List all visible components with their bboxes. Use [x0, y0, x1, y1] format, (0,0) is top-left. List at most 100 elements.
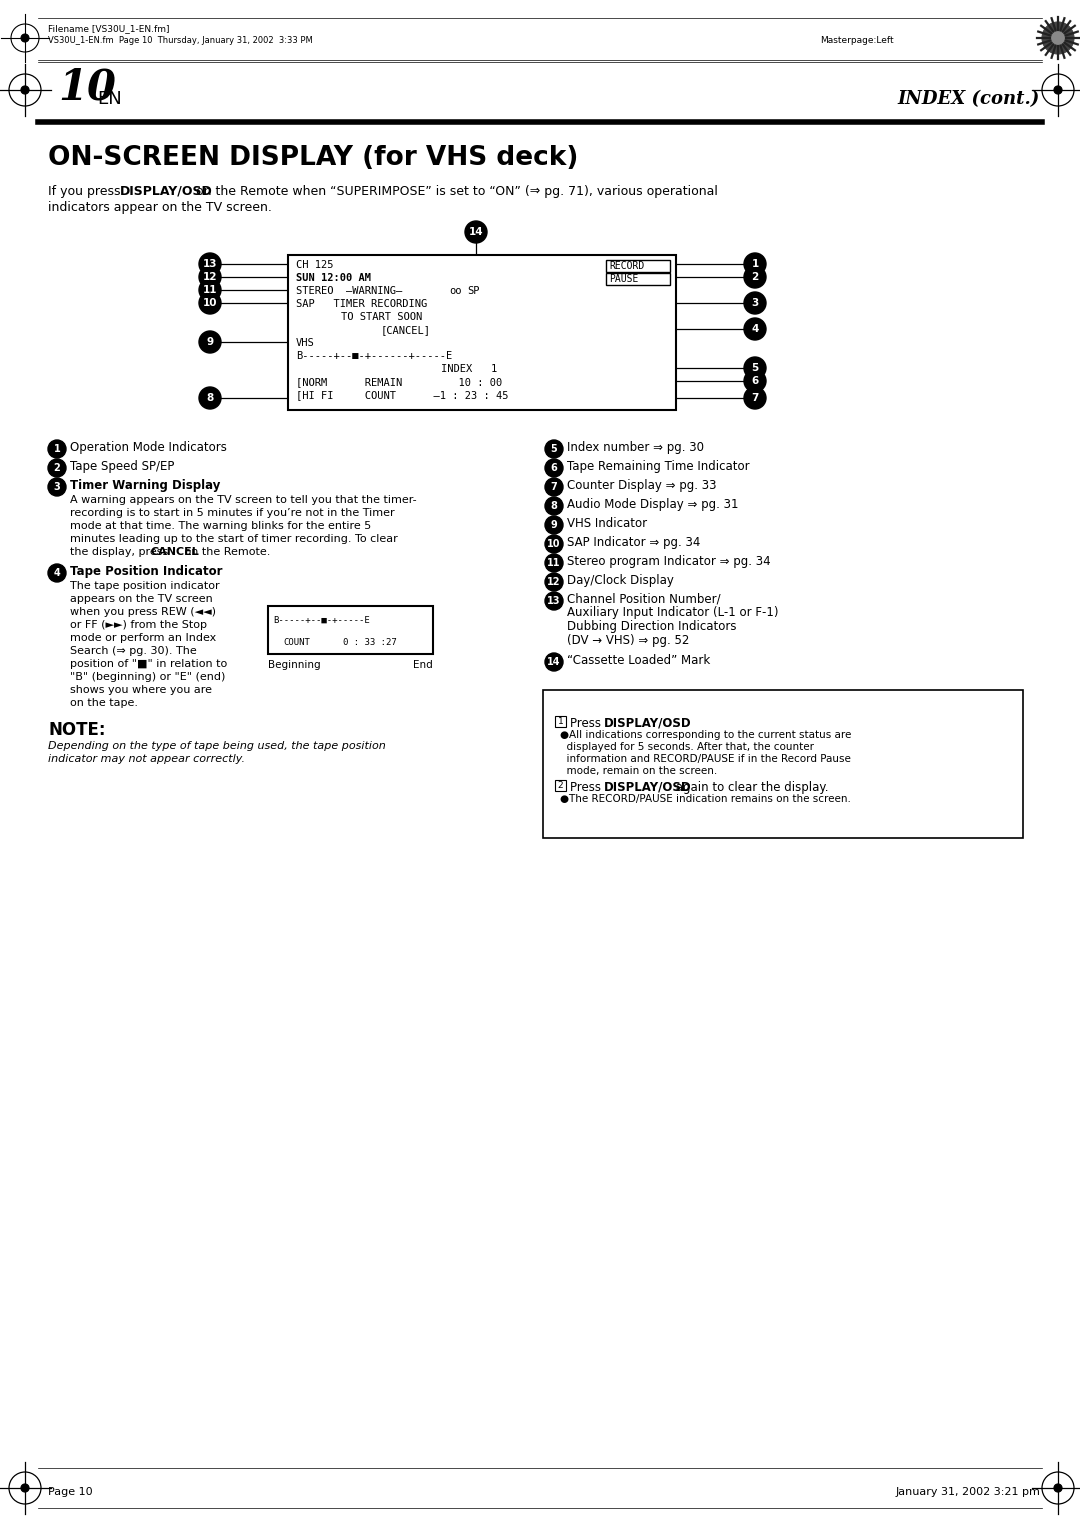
- Circle shape: [1054, 86, 1062, 95]
- Text: Timer Warning Display: Timer Warning Display: [70, 478, 220, 492]
- Bar: [543, 691, 1023, 837]
- Text: To recall an indication: To recall an indication: [555, 700, 701, 714]
- Bar: [555, 717, 566, 727]
- Text: COUNT: COUNT: [283, 639, 310, 646]
- Circle shape: [21, 86, 29, 95]
- Circle shape: [48, 478, 66, 497]
- Text: [NORM      REMAIN         10 : 00: [NORM REMAIN 10 : 00: [296, 377, 502, 387]
- Text: B-----+--■-+-----E: B-----+--■-+-----E: [273, 616, 369, 625]
- Text: shows you where you are: shows you where you are: [70, 685, 212, 695]
- Text: ●All indications corresponding to the current status are: ●All indications corresponding to the cu…: [561, 730, 851, 740]
- Text: position of "■" in relation to: position of "■" in relation to: [70, 659, 227, 669]
- Text: [HI FI     COUNT      –1 : 23 : 45: [HI FI COUNT –1 : 23 : 45: [296, 390, 509, 400]
- Text: information and RECORD/PAUSE if in the Record Pause: information and RECORD/PAUSE if in the R…: [561, 753, 851, 764]
- Text: 7: 7: [752, 393, 758, 403]
- Text: 2: 2: [752, 272, 758, 283]
- Text: ●The RECORD/PAUSE indication remains on the screen.: ●The RECORD/PAUSE indication remains on …: [561, 795, 851, 804]
- Text: DISPLAY/OSD: DISPLAY/OSD: [604, 781, 691, 795]
- Text: 2: 2: [54, 463, 60, 474]
- Circle shape: [744, 254, 766, 275]
- Text: the display, press: the display, press: [70, 547, 172, 558]
- Text: CANCEL: CANCEL: [151, 547, 200, 558]
- Circle shape: [545, 478, 563, 497]
- Text: appears on the TV screen: appears on the TV screen: [70, 594, 213, 604]
- Text: DISPLAY/OSD: DISPLAY/OSD: [120, 185, 213, 199]
- Text: Tape Remaining Time Indicator: Tape Remaining Time Indicator: [567, 460, 750, 474]
- Text: VHS: VHS: [296, 338, 314, 348]
- Text: Filename [VS30U_1-EN.fm]: Filename [VS30U_1-EN.fm]: [48, 24, 170, 34]
- Circle shape: [744, 318, 766, 341]
- Text: 1: 1: [752, 260, 758, 269]
- Text: B-----+--■-+------+-----E: B-----+--■-+------+-----E: [296, 351, 453, 361]
- Text: 9: 9: [551, 520, 557, 530]
- Circle shape: [199, 292, 221, 313]
- Text: STEREO  –WARNING–: STEREO –WARNING–: [296, 286, 415, 296]
- Text: 10: 10: [548, 539, 561, 549]
- Text: VHS Indicator: VHS Indicator: [567, 516, 647, 530]
- Text: VS30U_1-EN.fm  Page 10  Thursday, January 31, 2002  3:33 PM: VS30U_1-EN.fm Page 10 Thursday, January …: [48, 37, 313, 44]
- Text: 5: 5: [551, 445, 557, 454]
- Bar: [606, 260, 670, 272]
- Circle shape: [465, 222, 487, 243]
- Circle shape: [1042, 21, 1074, 53]
- Text: Channel Position Number/: Channel Position Number/: [567, 593, 720, 607]
- Text: recording is to start in 5 minutes if you’re not in the Timer: recording is to start in 5 minutes if yo…: [70, 507, 394, 518]
- Text: CH 125: CH 125: [296, 260, 334, 270]
- Text: Search (⇒ pg. 30). The: Search (⇒ pg. 30). The: [70, 646, 197, 656]
- Text: Stereo program Indicator ⇒ pg. 34: Stereo program Indicator ⇒ pg. 34: [567, 555, 771, 568]
- Circle shape: [1051, 31, 1065, 46]
- Text: 11: 11: [203, 286, 217, 295]
- Text: mode at that time. The warning blinks for the entire 5: mode at that time. The warning blinks fo…: [70, 521, 372, 532]
- Circle shape: [744, 370, 766, 393]
- Text: 11: 11: [548, 558, 561, 568]
- Circle shape: [545, 516, 563, 533]
- Text: Day/Clock Display: Day/Clock Display: [567, 575, 674, 587]
- Text: 3: 3: [752, 298, 758, 309]
- Circle shape: [744, 358, 766, 379]
- Text: Tape Position Indicator: Tape Position Indicator: [70, 565, 222, 578]
- Text: 14: 14: [548, 657, 561, 668]
- Text: January 31, 2002 3:21 pm: January 31, 2002 3:21 pm: [895, 1487, 1040, 1497]
- Circle shape: [545, 535, 563, 553]
- Text: 13: 13: [203, 260, 217, 269]
- Text: Page 10: Page 10: [48, 1487, 93, 1497]
- Text: 3: 3: [54, 481, 60, 492]
- Text: Tape Speed SP/EP: Tape Speed SP/EP: [70, 460, 174, 474]
- Circle shape: [545, 497, 563, 515]
- Circle shape: [545, 573, 563, 591]
- Text: A warning appears on the TV screen to tell you that the timer-: A warning appears on the TV screen to te…: [70, 495, 417, 504]
- Text: 10: 10: [58, 66, 116, 108]
- Text: 7: 7: [551, 481, 557, 492]
- Text: 2: 2: [557, 781, 564, 790]
- Text: INDEX   1: INDEX 1: [441, 364, 497, 374]
- Text: on the Remote.: on the Remote.: [180, 547, 270, 558]
- Circle shape: [199, 387, 221, 410]
- Text: when you press REW (◄◄): when you press REW (◄◄): [70, 607, 216, 617]
- Text: mode, remain on the screen.: mode, remain on the screen.: [561, 766, 717, 776]
- Text: on the tape.: on the tape.: [70, 698, 138, 707]
- Text: ON-SCREEN DISPLAY (for VHS deck): ON-SCREEN DISPLAY (for VHS deck): [48, 145, 579, 171]
- Text: .: .: [672, 717, 676, 730]
- Text: SP: SP: [467, 286, 480, 296]
- Circle shape: [199, 266, 221, 287]
- Text: 4: 4: [54, 568, 60, 578]
- Text: SAP Indicator ⇒ pg. 34: SAP Indicator ⇒ pg. 34: [567, 536, 700, 549]
- Text: 9: 9: [206, 338, 214, 347]
- Text: mode or perform an Index: mode or perform an Index: [70, 633, 216, 643]
- Text: Depending on the type of tape being used, the tape position: Depending on the type of tape being used…: [48, 741, 386, 750]
- Text: "B" (beginning) or "E" (end): "B" (beginning) or "E" (end): [70, 672, 226, 681]
- Text: 4: 4: [752, 324, 758, 335]
- Text: 5: 5: [752, 364, 758, 373]
- Text: 6: 6: [752, 376, 758, 387]
- Text: Press: Press: [570, 717, 605, 730]
- Text: Operation Mode Indicators: Operation Mode Indicators: [70, 442, 227, 454]
- Circle shape: [545, 440, 563, 458]
- Text: Audio Mode Display ⇒ pg. 31: Audio Mode Display ⇒ pg. 31: [567, 498, 739, 510]
- Text: 1: 1: [54, 445, 60, 454]
- Text: Dubbing Direction Indicators: Dubbing Direction Indicators: [567, 620, 737, 633]
- Text: 10: 10: [203, 298, 217, 309]
- Text: DISPLAY/OSD: DISPLAY/OSD: [604, 717, 691, 730]
- Circle shape: [545, 555, 563, 571]
- Text: Index number ⇒ pg. 30: Index number ⇒ pg. 30: [567, 442, 704, 454]
- Circle shape: [48, 564, 66, 582]
